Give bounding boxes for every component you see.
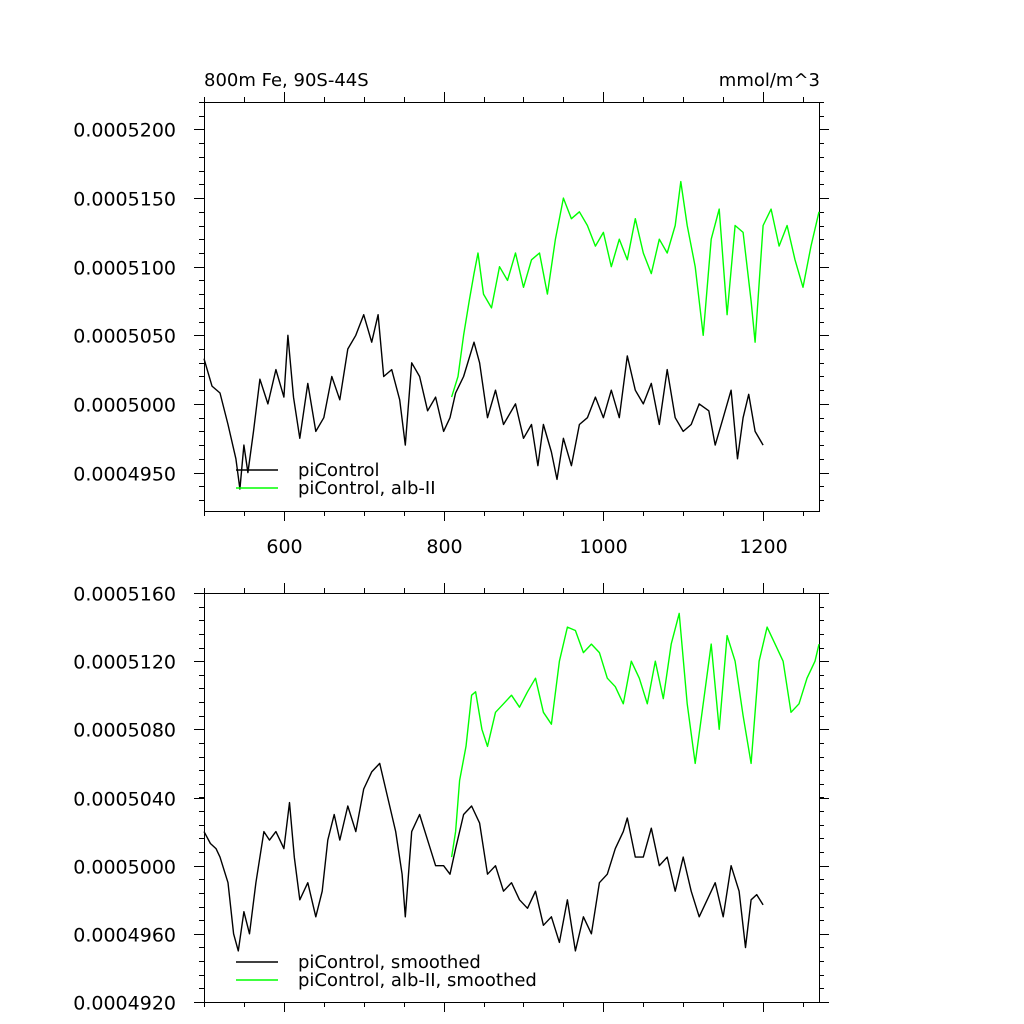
bottom-panel: 0.0004920 0.0004960 0.0005000 0.0005040 0.00… bbox=[73, 583, 829, 1015]
top-panel-units: mmol/m^3 bbox=[719, 70, 820, 91]
y-tick-label: 0.0005160 bbox=[73, 584, 176, 606]
x-tick-label: 1000 bbox=[579, 536, 627, 558]
x-tick-label: 800 bbox=[426, 536, 462, 558]
y-tick-label: 0.0004950 bbox=[73, 464, 176, 486]
top-panel-title: 800m Fe, 90S-44S bbox=[204, 70, 369, 91]
bottom-series-lines bbox=[203, 612, 820, 952]
y-tick-label: 0.0005040 bbox=[73, 789, 176, 811]
bottom-major-ticks bbox=[194, 583, 829, 1012]
x-tick-label: 1200 bbox=[739, 536, 787, 558]
y-tick-label: 0.0004960 bbox=[73, 925, 176, 947]
top-series-lines bbox=[203, 180, 820, 490]
y-tick-label: 0.0005000 bbox=[73, 395, 176, 417]
y-tick-label: 0.0005150 bbox=[73, 189, 176, 211]
top-minor-ticks bbox=[199, 97, 824, 516]
bottom-y-tick-labels: 0.0004920 0.0004960 0.0005000 0.0005040 0.00… bbox=[73, 584, 176, 1015]
top-y-tick-labels: 0.0004950 0.0005000 0.0005050 0.0005100 0.00… bbox=[73, 120, 176, 486]
top-panel: 800m Fe, 90S-44S mmol/m^3 0.00049500.000… bbox=[73, 70, 829, 558]
y-tick-label: 0.0005080 bbox=[73, 720, 176, 742]
top-major-ticks bbox=[194, 92, 829, 521]
top-x-tick-labels: 600 800 1000 1200 bbox=[266, 536, 787, 558]
y-tick-label: 0.0004920 bbox=[73, 993, 176, 1015]
bottom-plot-frame bbox=[204, 593, 820, 1003]
series-line-alb-ii bbox=[450, 612, 820, 858]
y-tick-label: 0.0005000 bbox=[73, 857, 176, 879]
series-line-picontrol bbox=[203, 314, 764, 490]
legend-label: piControl, smoothed bbox=[298, 952, 481, 973]
top-plot-frame bbox=[204, 102, 820, 512]
y-tick-label: 0.0005120 bbox=[73, 652, 176, 674]
y-tick-label: 0.0005100 bbox=[73, 258, 176, 280]
legend-label: piControl, alb-II, smoothed bbox=[298, 970, 537, 991]
y-tick-label: 0.0005050 bbox=[73, 326, 176, 348]
legend-label: piControl bbox=[298, 460, 380, 481]
y-tick-label: 0.0005200 bbox=[73, 120, 176, 142]
legend-label: piControl, alb-II bbox=[298, 478, 436, 499]
bottom-minor-ticks bbox=[199, 588, 824, 1007]
series-line-alb-ii bbox=[450, 180, 820, 398]
series-line-picontrol bbox=[203, 762, 764, 952]
x-tick-label: 600 bbox=[266, 536, 302, 558]
